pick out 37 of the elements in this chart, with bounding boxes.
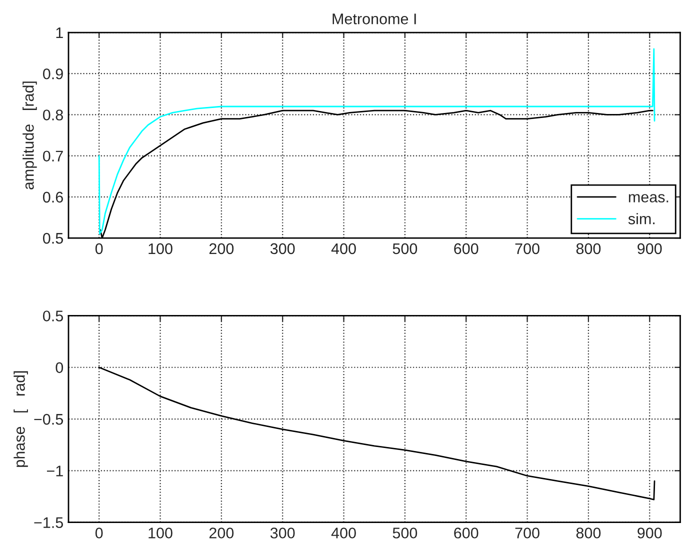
y-tick-label: 0.7 xyxy=(43,150,63,162)
x-tick-label: 800 xyxy=(576,243,601,254)
x-tick-label: 300 xyxy=(270,243,295,254)
y-tick-label: 0.5 xyxy=(43,232,63,244)
x-tick-label: 600 xyxy=(454,243,478,254)
x-tick-label: 800 xyxy=(576,528,601,538)
chart-title: Metronome I xyxy=(332,14,416,24)
line-series xyxy=(98,366,656,500)
x-tick-label: 700 xyxy=(515,528,540,538)
y-axis-title: amplitude [rad] xyxy=(22,82,37,190)
x-tick-label: 0 xyxy=(95,243,103,254)
x-tick-label: 600 xyxy=(454,528,478,538)
y-tick-label: 0.6 xyxy=(43,192,63,203)
y-tick-label: −1 xyxy=(46,466,63,476)
x-tick-label: 400 xyxy=(331,243,356,254)
legend-label: sim. xyxy=(628,213,655,224)
y-tick-label: 0.8 xyxy=(43,110,63,120)
y-axis-title: phase [ rad] xyxy=(14,371,28,467)
y-tick-label: 1 xyxy=(56,28,63,38)
x-tick-label: 100 xyxy=(148,528,172,538)
x-tick-label: 200 xyxy=(209,243,234,254)
y-tick-label: −0.5 xyxy=(34,414,63,425)
x-tick-label: 400 xyxy=(331,528,356,538)
y-tick-label: 0 xyxy=(56,362,64,374)
x-tick-label: 300 xyxy=(270,528,295,538)
x-tick-label: 700 xyxy=(515,243,540,254)
legend-label: meas. xyxy=(628,194,668,202)
x-tick-label: 0 xyxy=(95,528,103,538)
x-tick-label: 900 xyxy=(638,243,662,254)
x-tick-label: 200 xyxy=(209,528,234,538)
x-tick-label: 100 xyxy=(148,243,172,254)
x-tick-label: 900 xyxy=(638,528,662,538)
x-tick-label: 500 xyxy=(392,528,418,538)
y-tick-label: 0.9 xyxy=(43,68,63,80)
y-tick-label: −1.5 xyxy=(34,517,63,528)
y-tick-label: 0.5 xyxy=(43,310,63,322)
x-tick-label: 500 xyxy=(392,243,418,254)
